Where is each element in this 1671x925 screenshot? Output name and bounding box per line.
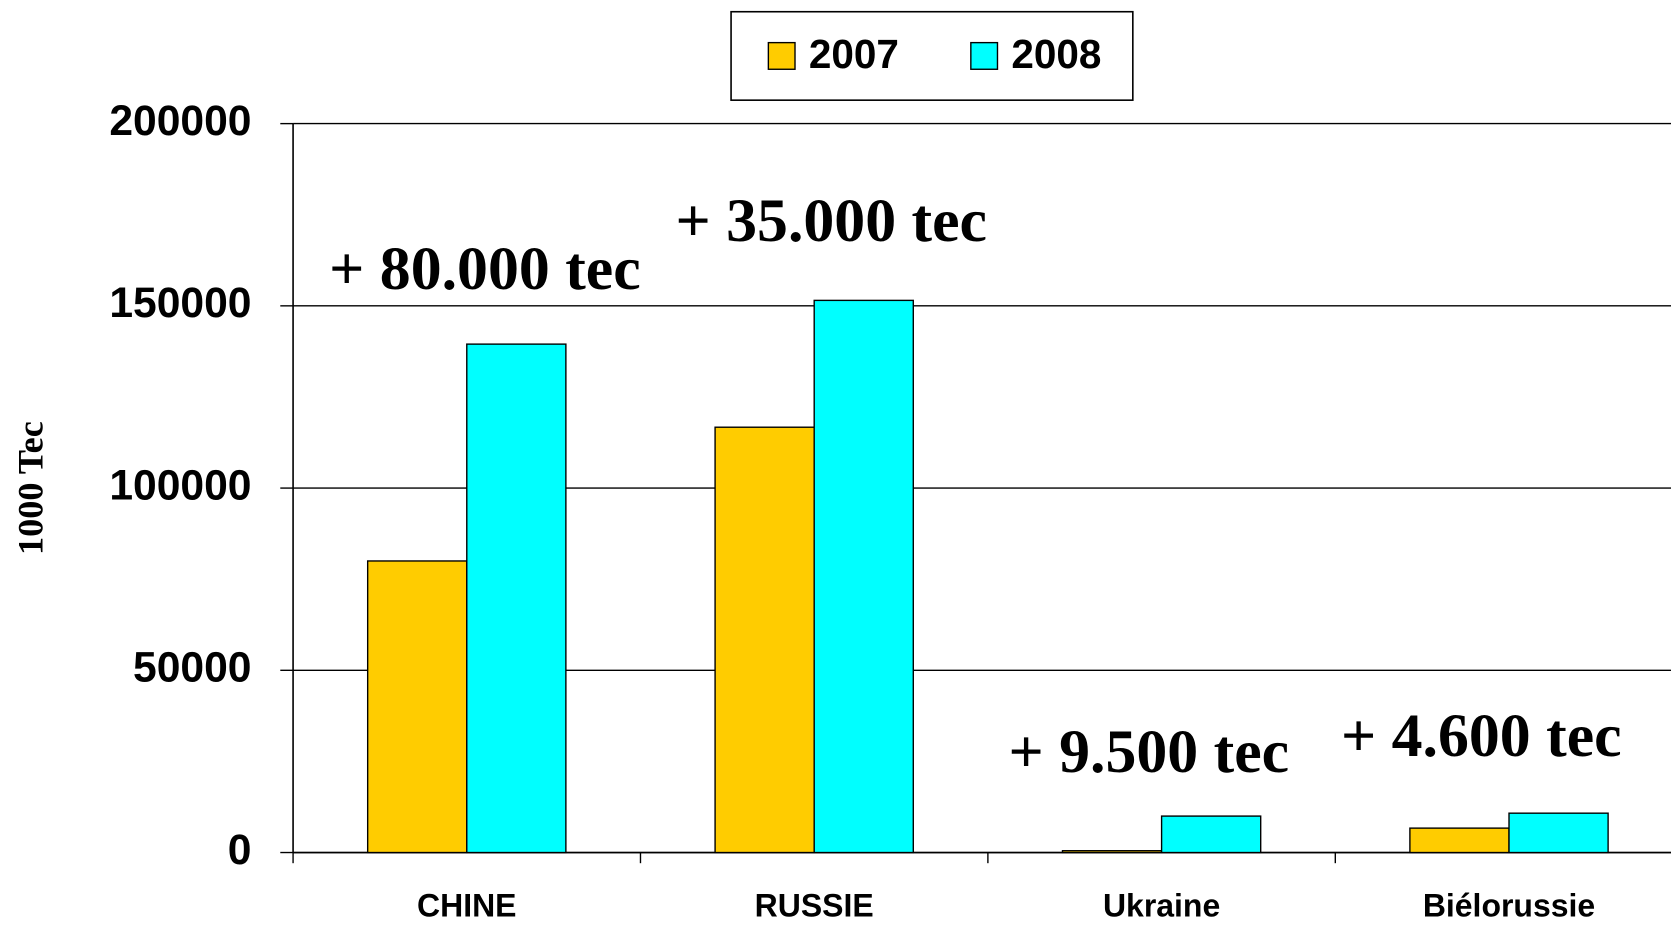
legend-box (730, 10, 1134, 101)
bar (714, 426, 815, 854)
legend-swatch (767, 41, 796, 70)
annotation: + 35.000 tec (675, 187, 986, 255)
annotation: + 80.000 tec (329, 235, 640, 303)
x-tick-label: CHINE (417, 887, 516, 923)
x-tick-label: Ukraine (1103, 887, 1220, 923)
x-tick-label: Biélorussie (1423, 887, 1595, 923)
y-tick-label: 50000 (133, 644, 251, 692)
annotation: + 9.500 tec (1009, 718, 1290, 786)
bar (813, 299, 914, 854)
bar (466, 343, 567, 854)
annotation: + 4.600 tec (1341, 702, 1622, 770)
legend-label: 2007 (809, 31, 899, 77)
y-tick-label: 200000 (109, 97, 251, 145)
y-tick-label: 150000 (109, 279, 251, 327)
bar (1160, 815, 1262, 854)
bar (1409, 827, 1510, 854)
bar (366, 560, 468, 854)
y-tick-label: 100000 (109, 461, 251, 509)
bar (1061, 850, 1163, 854)
y-tick-label: 0 (228, 826, 252, 874)
bar (1508, 812, 1609, 854)
legend-label: 2008 (1011, 31, 1101, 77)
legend-swatch (970, 41, 999, 70)
x-tick-label: RUSSIE (755, 887, 874, 923)
y-axis-label: 1000 Tec (10, 421, 50, 555)
